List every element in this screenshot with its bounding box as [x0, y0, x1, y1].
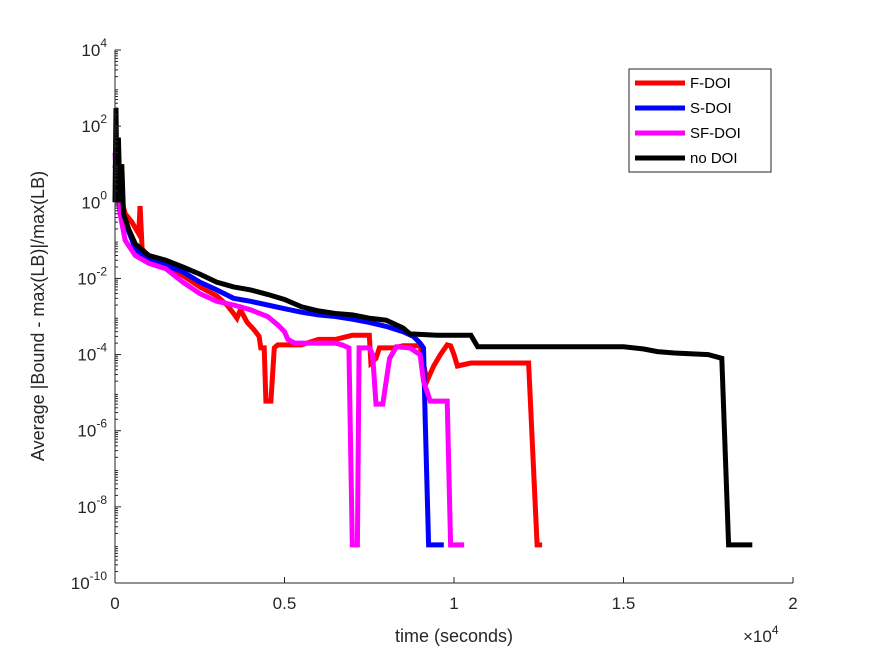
y-tick-label: 10-8 — [77, 493, 107, 517]
y-tick-label: 10-2 — [77, 264, 107, 288]
x-tick-label: 2 — [788, 594, 797, 613]
series-line-no-doi — [112, 107, 753, 548]
x-multiplier-exp: 4 — [772, 623, 779, 637]
legend-label: SF-DOI — [690, 125, 741, 142]
x-tick-label: 0 — [110, 594, 119, 613]
series-line-sf-doi — [112, 152, 465, 548]
series-line-s-doi — [112, 152, 444, 548]
y-tick-label: 10-10 — [71, 569, 108, 593]
x-ticks: 0 0.5 1 1.5 2 — [110, 577, 798, 613]
y-tick-label: 102 — [81, 112, 107, 136]
y-axis-title: Average |Bound - max(LB)|/max(LB) — [28, 171, 48, 461]
y-tick-label: 10-6 — [77, 417, 107, 441]
y-tick-label: 104 — [81, 36, 107, 60]
x-multiplier-base: ×10 — [743, 627, 772, 646]
x-multiplier-label: ×104 — [743, 623, 779, 646]
y-tick-label: 100 — [81, 188, 107, 212]
y-tick-label: 10-4 — [77, 341, 107, 365]
series-layer — [112, 107, 753, 548]
x-axis-title: time (seconds) — [395, 626, 513, 646]
legend: F-DOI S-DOI SF-DOI no DOI — [628, 68, 772, 173]
x-tick-label: 1 — [449, 594, 458, 613]
legend-label: S-DOI — [690, 100, 732, 117]
legend-label: no DOI — [690, 150, 738, 167]
y-ticks: 10-10 10-8 10-6 10-4 10-2 100 102 104 — [71, 36, 121, 593]
legend-label: F-DOI — [690, 75, 731, 92]
x-tick-label: 1.5 — [612, 594, 636, 613]
legend-box — [628, 68, 772, 173]
x-tick-label: 0.5 — [273, 594, 297, 613]
